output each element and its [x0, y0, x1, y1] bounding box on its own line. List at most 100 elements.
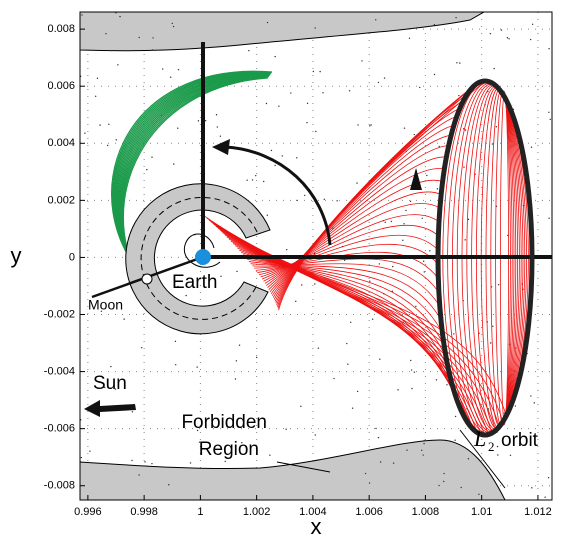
manifold-curve	[243, 254, 447, 358]
manifold-curve	[254, 251, 439, 279]
ticks: 0.996 0.998 1 1.002 1.004 1.006 1.008 1.01 1.012…	[44, 23, 552, 518]
dot	[531, 487, 533, 489]
dot	[530, 146, 533, 148]
dot	[169, 76, 172, 78]
y-tick-label: 0.008	[47, 23, 75, 35]
dot	[464, 239, 466, 241]
x-axis-label: x	[311, 514, 322, 539]
dot	[177, 285, 179, 288]
x-tick-label: 1	[197, 506, 203, 518]
dot	[151, 462, 153, 465]
forbidden-label: Forbidden	[181, 412, 267, 433]
dot	[458, 94, 460, 97]
grid	[80, 12, 552, 500]
dot	[80, 456, 83, 459]
dot	[198, 441, 201, 443]
ring-dashed	[140, 196, 259, 320]
dot	[234, 378, 237, 380]
dot	[131, 459, 133, 462]
dot	[100, 310, 103, 312]
dot	[548, 217, 550, 219]
dot	[196, 366, 198, 368]
dot	[115, 139, 118, 141]
dot	[402, 239, 404, 242]
dot	[300, 405, 302, 408]
dot	[383, 77, 386, 79]
dot	[454, 439, 456, 441]
dot	[419, 86, 421, 89]
dot	[408, 37, 411, 39]
earth	[195, 249, 211, 265]
dot	[497, 454, 499, 456]
manifold-curve	[268, 145, 449, 290]
dot	[453, 333, 455, 335]
dot	[467, 218, 470, 221]
x-tick-label: 1.004	[299, 506, 327, 518]
manifold-curve	[264, 179, 443, 284]
dot	[489, 32, 492, 35]
y-tick-label: 0.004	[47, 137, 75, 149]
rotation-arrow	[224, 145, 332, 246]
dot	[119, 15, 121, 18]
manifold-curve	[258, 224, 439, 276]
sun-arrow	[84, 400, 136, 417]
dot	[533, 402, 535, 404]
dot	[246, 179, 248, 181]
dot	[323, 198, 326, 200]
dot	[224, 460, 226, 463]
dot	[172, 25, 175, 28]
dot	[114, 388, 117, 390]
dot	[421, 217, 423, 220]
dot	[509, 454, 512, 456]
dot	[266, 214, 269, 216]
dot	[392, 462, 395, 464]
dot	[492, 325, 494, 328]
dot	[489, 342, 492, 344]
dot	[459, 62, 461, 64]
dot	[348, 90, 351, 92]
sun-label: Sun	[93, 373, 127, 394]
dot	[549, 118, 551, 121]
inner-loop	[183, 233, 221, 268]
dot	[371, 318, 374, 320]
dot	[378, 263, 381, 265]
moon	[141, 273, 153, 285]
dot	[314, 27, 316, 29]
dot	[403, 223, 405, 225]
y-axis-label: y	[11, 243, 22, 268]
dot	[423, 439, 425, 442]
dot	[105, 32, 107, 35]
dot	[491, 143, 494, 145]
manifold-curve	[272, 107, 461, 298]
dot	[84, 132, 86, 134]
dot	[415, 305, 417, 308]
dot	[108, 123, 110, 126]
dot	[96, 77, 99, 80]
manifold-curve	[248, 261, 442, 320]
dot	[346, 342, 348, 345]
manifold-curve	[270, 124, 455, 294]
dot	[81, 14, 83, 16]
dot	[138, 36, 140, 39]
moon-manifold	[111, 70, 273, 283]
dot	[375, 427, 377, 430]
dot	[117, 64, 119, 66]
dot	[295, 300, 297, 303]
dot	[357, 124, 359, 126]
dot	[438, 484, 440, 487]
dot	[369, 125, 371, 127]
dot	[197, 120, 200, 122]
dot	[379, 461, 382, 463]
dot	[500, 29, 503, 31]
y-tick-label: -0.004	[44, 365, 75, 377]
x-tick-label: 0.998	[130, 506, 158, 518]
dot	[548, 111, 550, 113]
dot	[220, 275, 222, 278]
dot	[219, 135, 222, 137]
orbit-label-sub: 2	[488, 439, 495, 454]
orbit-label: L	[473, 426, 486, 451]
dot	[397, 389, 399, 391]
dot	[364, 472, 367, 475]
dot	[350, 321, 352, 323]
manifold-curve	[267, 156, 447, 288]
